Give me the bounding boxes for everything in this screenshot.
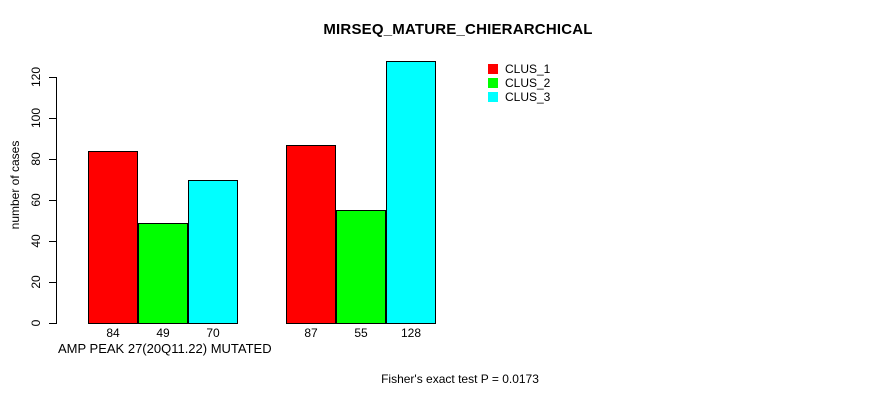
y-axis-line [56,77,57,324]
x-axis-label: AMP PEAK 27(20Q11.22) MUTATED [58,341,272,356]
bar-clus_2-group-1 [138,223,188,324]
y-axis-tick-label: 100 [29,107,43,129]
bar-value-label: 49 [156,326,170,340]
bar-clus_2-group-2 [336,210,386,324]
y-axis-tick-label: 0 [29,319,43,327]
bar-value-label: 55 [354,326,368,340]
y-axis-tick [49,241,56,242]
bar-value-label: 70 [206,326,220,340]
bar-value-label: 128 [400,326,422,340]
legend-row-clus_3: CLUS_3 [488,90,550,104]
bar-value-label: 87 [304,326,318,340]
legend-label: CLUS_2 [505,76,551,90]
y-axis-tick [49,323,56,324]
legend-label: CLUS_1 [505,62,551,76]
y-axis-tick [49,282,56,283]
legend-swatch-icon [488,64,498,74]
y-axis-tick [49,77,56,78]
bar-value-label: 84 [106,326,120,340]
y-axis-tick-label: 120 [29,66,43,88]
legend-row-clus_2: CLUS_2 [488,76,550,90]
y-axis-tick-label: 80 [29,152,43,166]
bar-clus_1-group-2 [286,145,336,324]
chart-title: MIRSEQ_MATURE_CHIERARCHICAL [323,21,593,38]
legend-swatch-icon [488,92,498,102]
y-axis-tick-label: 60 [29,193,43,207]
y-axis-tick-label: 40 [29,234,43,248]
y-axis-tick-label: 20 [29,275,43,289]
y-axis-tick [49,200,56,201]
y-axis-tick [49,118,56,119]
bar-clus_1-group-1 [88,151,138,324]
legend: CLUS_1 CLUS_2 CLUS_3 [488,62,550,104]
y-axis-tick [49,159,56,160]
legend-swatch-icon [488,78,498,88]
bar-clus_3-group-2 [386,61,436,324]
annotation-text: Fisher's exact test P = 0.0173 [381,372,539,386]
legend-label: CLUS_3 [505,90,551,104]
y-axis-label: number of cases [8,140,22,230]
legend-row-clus_1: CLUS_1 [488,62,550,76]
bar-clus_3-group-1 [188,180,238,324]
